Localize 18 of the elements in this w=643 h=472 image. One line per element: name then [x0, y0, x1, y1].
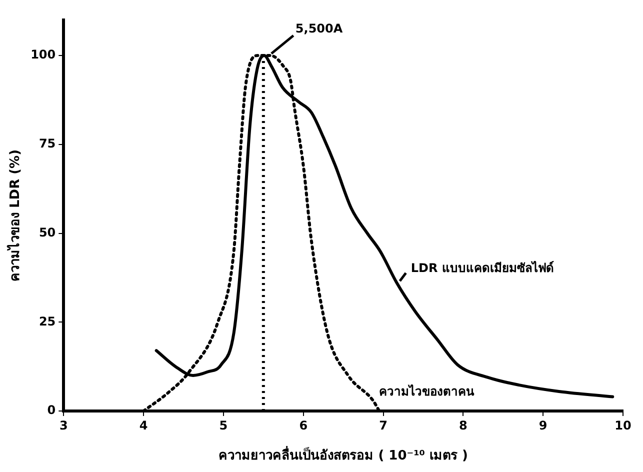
- x-tick-label: 9: [538, 418, 548, 432]
- x-tick-label: 4: [139, 418, 148, 432]
- series-label: ความไวของตาคน: [378, 383, 475, 398]
- y-axis-title: ความไวของ LDR (%): [6, 149, 24, 282]
- x-tick-label: 8: [459, 418, 468, 432]
- annotation: 5,500A: [295, 22, 344, 36]
- y-tick-label: 25: [38, 314, 56, 328]
- y-tick-label: 0: [47, 403, 56, 418]
- x-tick-label: 5: [219, 418, 228, 432]
- series-label: LDR แบบแคดเมียมซัลไฟด์: [410, 260, 554, 276]
- x-tick-label: 10: [614, 418, 632, 432]
- y-tick-label: 75: [38, 136, 56, 151]
- x-tick-label: 6: [299, 418, 308, 432]
- x-tick-label: 3: [59, 418, 68, 432]
- y-tick-label: 50: [38, 225, 56, 240]
- x-tick-label: 7: [379, 418, 388, 432]
- x-axis-title: ความยาวคลื่นเป็นอังสตรอม ( 10⁻¹⁰ เมตร ): [218, 446, 468, 464]
- y-tick-label: 100: [30, 48, 56, 62]
